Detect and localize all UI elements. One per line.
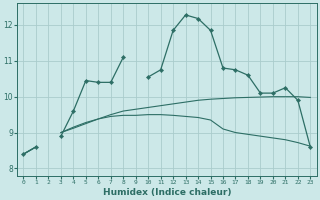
X-axis label: Humidex (Indice chaleur): Humidex (Indice chaleur) <box>103 188 231 197</box>
